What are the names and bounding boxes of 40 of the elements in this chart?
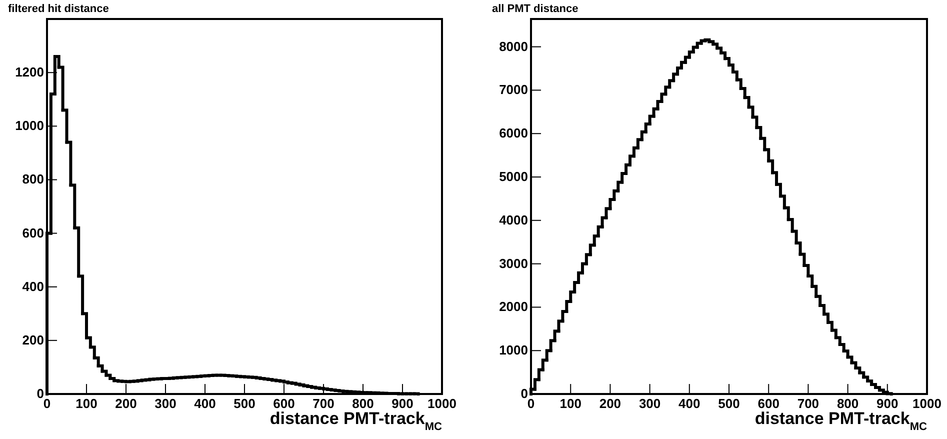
y-tick-label: 1200 [15, 64, 44, 80]
y-tick-label: 6000 [499, 126, 528, 141]
y-tick-label: 0 [520, 386, 528, 401]
x-tick-label: 300 [154, 396, 176, 411]
x-tick-label: 400 [194, 396, 216, 411]
x-tick-label: 600 [758, 396, 780, 411]
x-tick-label: 500 [234, 396, 256, 411]
y-tick-label: 7000 [499, 82, 528, 98]
y-tick-label: 3000 [499, 256, 528, 271]
x-tick-label: 200 [599, 396, 622, 411]
x-tick-label: 800 [836, 396, 859, 411]
y-tick-label: 400 [22, 278, 44, 294]
y-tick-label: 4000 [499, 212, 528, 228]
x-tick-label: 200 [115, 396, 137, 411]
x-tick-label: 800 [352, 396, 374, 411]
y-tick-label: 200 [22, 332, 44, 348]
x-tick-label: 100 [560, 396, 582, 411]
chart-title: all PMT distance [492, 3, 578, 15]
x-tick-label: 300 [638, 396, 661, 411]
y-tick-label: 800 [22, 172, 44, 187]
x-axis-title: distance PMT-track$_{MC}$ [270, 409, 442, 433]
y-tick-label: 2000 [499, 299, 528, 314]
x-tick-label: 500 [718, 396, 740, 411]
x-tick-label: 1000 [428, 396, 456, 411]
x-tick-label: 900 [876, 396, 898, 411]
x-tick-label: 900 [392, 396, 414, 411]
chart-title: filtered hit distance [8, 3, 109, 15]
y-tick-label: 0 [36, 386, 44, 401]
y-tick-label: 8000 [499, 38, 528, 54]
x-tick-label: 700 [797, 396, 820, 411]
x-tick-label: 700 [312, 396, 334, 411]
y-tick-label: 1000 [499, 342, 528, 358]
x-axis-title: distance PMT-track$_{MC}$ [754, 409, 928, 433]
x-tick-label: 400 [678, 396, 700, 411]
y-tick-label: 5000 [499, 168, 528, 184]
y-tick-label: 1000 [15, 118, 44, 134]
x-tick-label: 600 [273, 396, 295, 411]
x-tick-label: 1000 [912, 396, 942, 411]
x-tick-label: 100 [76, 396, 98, 411]
y-tick-label: 600 [22, 225, 44, 240]
